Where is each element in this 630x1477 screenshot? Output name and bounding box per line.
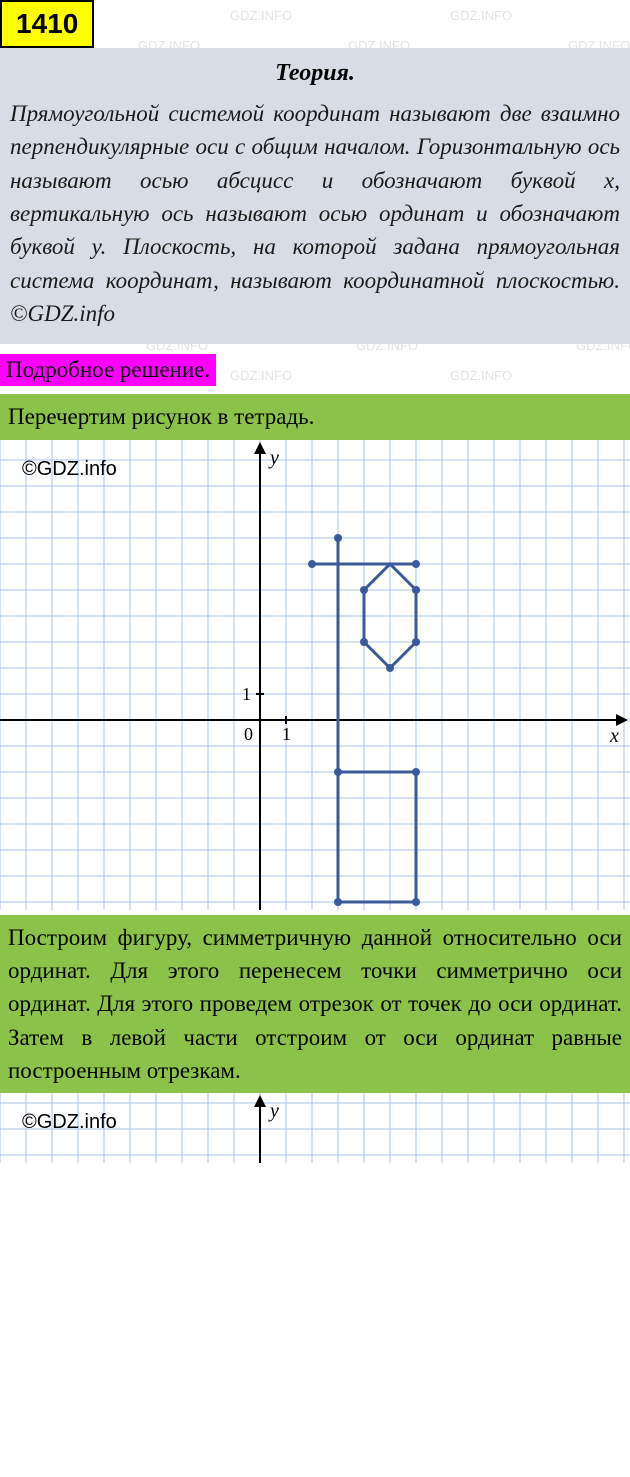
step2-text: Построим фигуру, симметричную данной отн…: [0, 915, 630, 1094]
theory-title: Теория.: [10, 60, 620, 87]
svg-text:y: y: [268, 1100, 279, 1122]
chart-watermark: ©GDZ.info: [22, 458, 117, 481]
svg-text:1: 1: [282, 724, 291, 744]
chart2: ©GDZ.info y: [0, 1093, 630, 1168]
problem-number: 1410: [0, 0, 94, 48]
solution-label: Подробное решение.: [0, 354, 216, 386]
svg-text:x: x: [609, 725, 619, 747]
step1-text: Перечертим рисунок в тетрадь.: [0, 394, 630, 439]
svg-text:y: y: [268, 447, 279, 469]
svg-text:1: 1: [242, 684, 251, 704]
theory-block: Теория. Прямоугольной системой координат…: [0, 48, 630, 344]
theory-body: Прямоугольной системой координат называю…: [10, 97, 620, 330]
chart1: ©GDZ.info y x 0 1 1: [0, 440, 630, 915]
chart-watermark: ©GDZ.info: [22, 1111, 117, 1134]
svg-text:0: 0: [244, 724, 253, 744]
